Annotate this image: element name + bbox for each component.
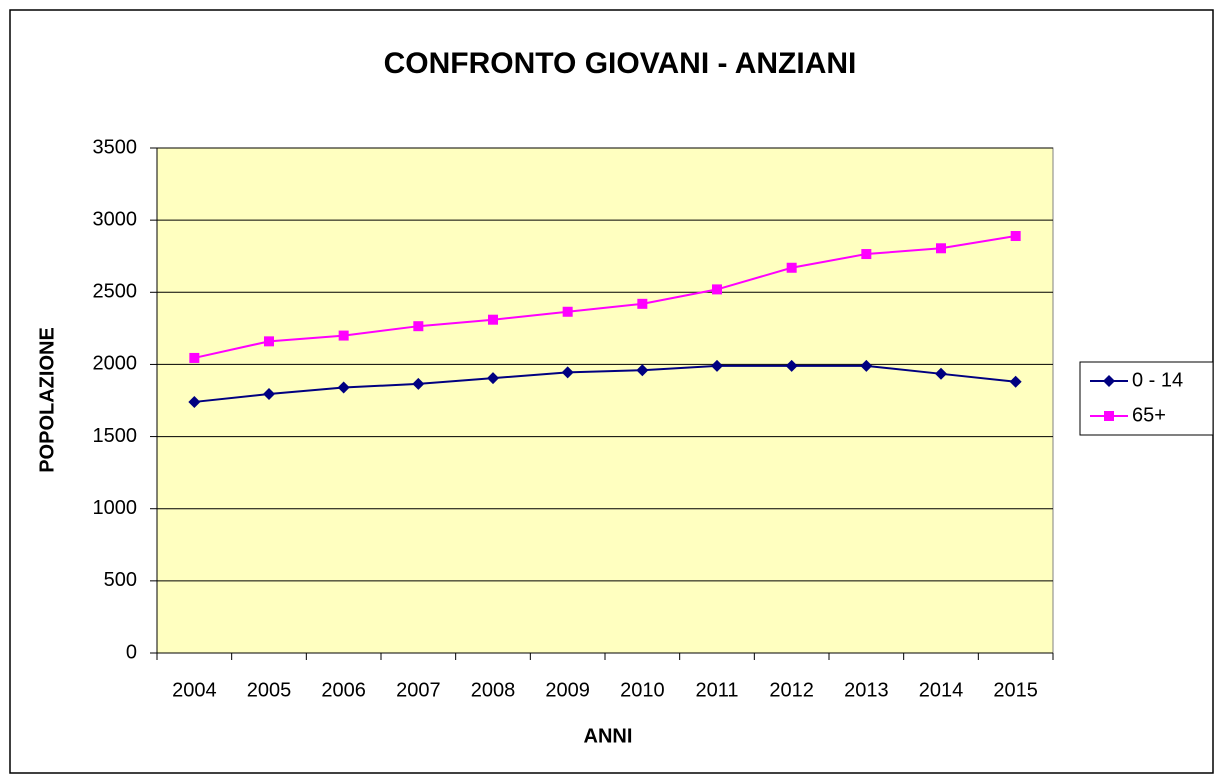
marker <box>561 366 574 379</box>
marker <box>264 336 274 347</box>
y-axis-label: POPOLAZIONE <box>36 327 58 473</box>
marker <box>488 314 498 325</box>
marker <box>338 330 349 341</box>
legend-label: 0 - 14 <box>1132 369 1183 391</box>
y-tick-label: 3000 <box>93 208 138 230</box>
x-tick-label: 2015 <box>993 679 1038 701</box>
marker <box>712 284 722 295</box>
marker <box>1104 411 1114 421</box>
plot-area <box>156 147 1054 654</box>
series-line <box>194 364 1016 403</box>
marker <box>636 364 649 377</box>
legend-label: 65+ <box>1132 404 1166 426</box>
x-tick-label: 2011 <box>695 679 738 701</box>
marker <box>936 243 946 254</box>
marker <box>189 352 200 363</box>
legend-box <box>1079 361 1214 436</box>
x-tick-label: 2005 <box>247 679 292 701</box>
y-tick-label: 500 <box>104 569 137 591</box>
x-tick-label: 2009 <box>545 679 590 701</box>
marker <box>861 249 872 260</box>
marker <box>711 359 723 372</box>
y-tick-label: 1000 <box>93 497 138 519</box>
x-tick-label: 2013 <box>844 679 889 701</box>
x-tick-label: 2004 <box>172 679 217 701</box>
series-line <box>194 235 1016 359</box>
marker <box>786 262 797 273</box>
x-tick-label: 2006 <box>321 679 366 701</box>
marker <box>263 388 275 401</box>
marker <box>1010 231 1021 242</box>
marker <box>637 298 648 309</box>
marker <box>935 367 947 380</box>
marker <box>487 372 499 385</box>
y-tick-label: 3500 <box>93 136 138 158</box>
y-tick-label: 1500 <box>93 425 138 447</box>
x-tick-label: 2012 <box>769 679 814 701</box>
x-axis-label: ANNI <box>584 725 633 747</box>
chart-title: CONFRONTO GIOVANI - ANZIANI <box>384 47 857 80</box>
x-tick-label: 2010 <box>620 679 665 701</box>
marker <box>1009 375 1022 388</box>
marker <box>413 321 424 332</box>
x-tick-label: 2007 <box>396 679 441 701</box>
marker <box>860 359 873 372</box>
x-tick-label: 2014 <box>919 679 964 701</box>
marker <box>1103 375 1115 387</box>
marker <box>785 359 798 372</box>
x-tick-label: 2008 <box>471 679 516 701</box>
y-tick-label: 2500 <box>93 281 138 303</box>
y-tick-label: 0 <box>126 641 137 663</box>
marker <box>188 395 201 408</box>
marker <box>337 381 350 394</box>
y-tick-label: 2000 <box>93 353 138 375</box>
marker <box>562 306 573 317</box>
marker <box>412 377 425 390</box>
